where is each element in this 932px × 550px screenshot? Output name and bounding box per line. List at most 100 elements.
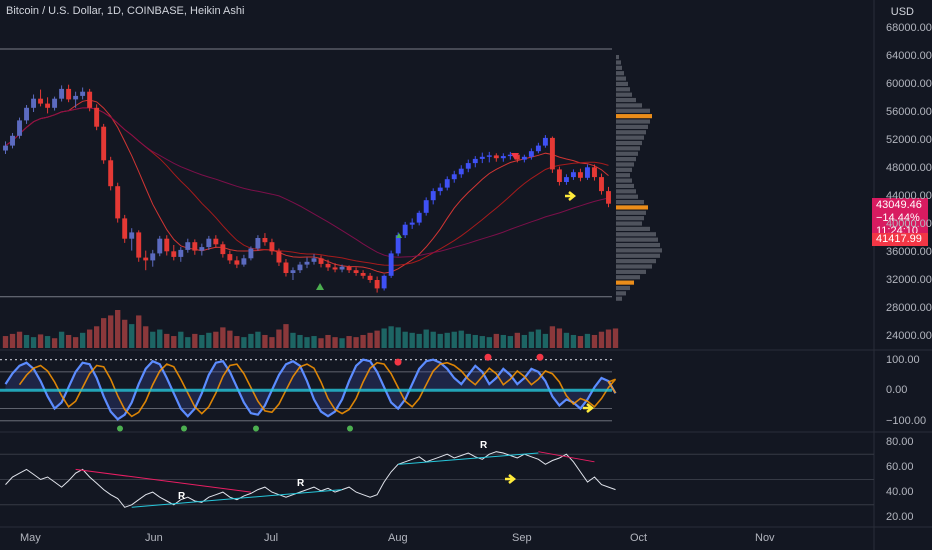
y-tick-label: 60.00: [886, 460, 914, 473]
candle-body: [101, 126, 107, 161]
candle-body: [290, 270, 296, 273]
y-tick-label: 32000.00: [886, 274, 932, 286]
y-tick-label: −100.00: [886, 414, 927, 427]
oscillator-dot: [536, 353, 544, 361]
candle-body: [556, 169, 562, 182]
volume-bar: [16, 331, 23, 348]
candle-body: [437, 187, 443, 192]
arrow-icon: [583, 403, 595, 413]
candle-body: [31, 98, 37, 108]
candle-body: [3, 145, 8, 151]
candle-body: [255, 238, 261, 249]
volume-bar: [444, 332, 450, 348]
volume-profile-bar: [616, 242, 660, 248]
candle-body: [332, 267, 338, 270]
volume-profile-bar: [616, 291, 626, 296]
candle-body: [262, 238, 268, 243]
volume-bar: [101, 318, 107, 348]
volume-bar: [304, 337, 310, 348]
candle-body: [451, 174, 457, 180]
signal-label: R: [297, 478, 305, 489]
volume-bar: [9, 333, 16, 348]
candle-body: [528, 151, 534, 157]
volume-profile-bar: [616, 157, 636, 162]
volume-bar: [500, 334, 506, 348]
volume-bar: [290, 332, 296, 348]
volume-profile-bar: [616, 151, 638, 156]
candle-body: [213, 238, 219, 245]
volume-bar: [30, 337, 37, 348]
candle-body: [535, 145, 541, 152]
volume-profile-bar: [616, 146, 640, 151]
candle-body: [192, 242, 198, 251]
volume-bar: [262, 334, 268, 348]
currency-label[interactable]: USD: [888, 6, 916, 18]
x-tick-label: Sep: [512, 532, 532, 544]
volume-profile-bar: [616, 210, 646, 215]
volume-profile-bar: [616, 221, 642, 226]
candle-body: [585, 167, 590, 178]
candle-body: [395, 235, 401, 254]
candle-body: [24, 107, 29, 121]
candle-body: [311, 258, 317, 262]
volume-bar: [234, 336, 240, 348]
volume-bar: [423, 329, 429, 348]
signal-label: R: [178, 491, 186, 502]
volume-profile-bar: [616, 253, 660, 258]
candle-body: [360, 273, 366, 276]
volume-profile-bar: [616, 108, 650, 113]
candle-body: [52, 98, 58, 108]
y-tick-label: 80.00: [886, 435, 914, 448]
volume-profile-bar: [616, 162, 634, 167]
volume-bar: [416, 333, 422, 348]
arrow-icon: [565, 191, 577, 201]
volume-profile-bar: [616, 199, 644, 205]
candle-body: [17, 120, 22, 136]
candle-body: [599, 177, 604, 192]
volume-profile-bar: [616, 194, 638, 199]
candle-body: [122, 218, 128, 239]
volume-bar: [346, 336, 352, 348]
x-tick-label: Oct: [630, 532, 648, 544]
y-tick-label: 68000.00: [886, 22, 932, 34]
candle-body: [269, 242, 275, 252]
candle-body: [465, 163, 471, 169]
volume-bar: [563, 332, 570, 348]
volume-profile-bar: [616, 81, 628, 87]
volume-bar: [325, 334, 331, 348]
volume-bar: [171, 336, 177, 348]
buy-signal-marker: [396, 233, 402, 238]
candle-body: [549, 137, 555, 170]
candle-body: [38, 98, 44, 104]
candle-body: [479, 156, 485, 159]
volume-bar: [23, 334, 30, 348]
divergence-line: [538, 451, 595, 463]
volume-profile-bar: [616, 130, 646, 135]
volume-bar: [577, 336, 584, 348]
candle-body: [304, 261, 310, 265]
volume-bar: [528, 331, 535, 348]
candle-body: [157, 238, 163, 254]
candle-body: [185, 242, 191, 250]
volume-bar: [115, 310, 121, 348]
volume-profile-bar: [616, 119, 650, 124]
y-tick-label: 28000.00: [886, 302, 932, 314]
volume-bar: [192, 333, 198, 348]
volume-bar: [58, 331, 65, 348]
candle-body: [297, 264, 303, 271]
arrow-icon: [505, 474, 517, 484]
y-tick-label: 40.00: [886, 486, 914, 499]
y-tick-label: 52000.00: [886, 134, 932, 146]
rsi-line: [5, 451, 616, 508]
candle-body: [150, 253, 156, 261]
volume-bar: [437, 333, 443, 348]
volume-bar: [276, 329, 282, 348]
volume-bar: [542, 333, 549, 348]
volume-profile-bar: [616, 124, 648, 129]
candle-body: [129, 232, 135, 239]
volume-bar: [339, 338, 345, 348]
sell-signal-marker: [511, 153, 519, 160]
volume-bar: [360, 334, 366, 348]
volume-bar: [472, 334, 478, 348]
